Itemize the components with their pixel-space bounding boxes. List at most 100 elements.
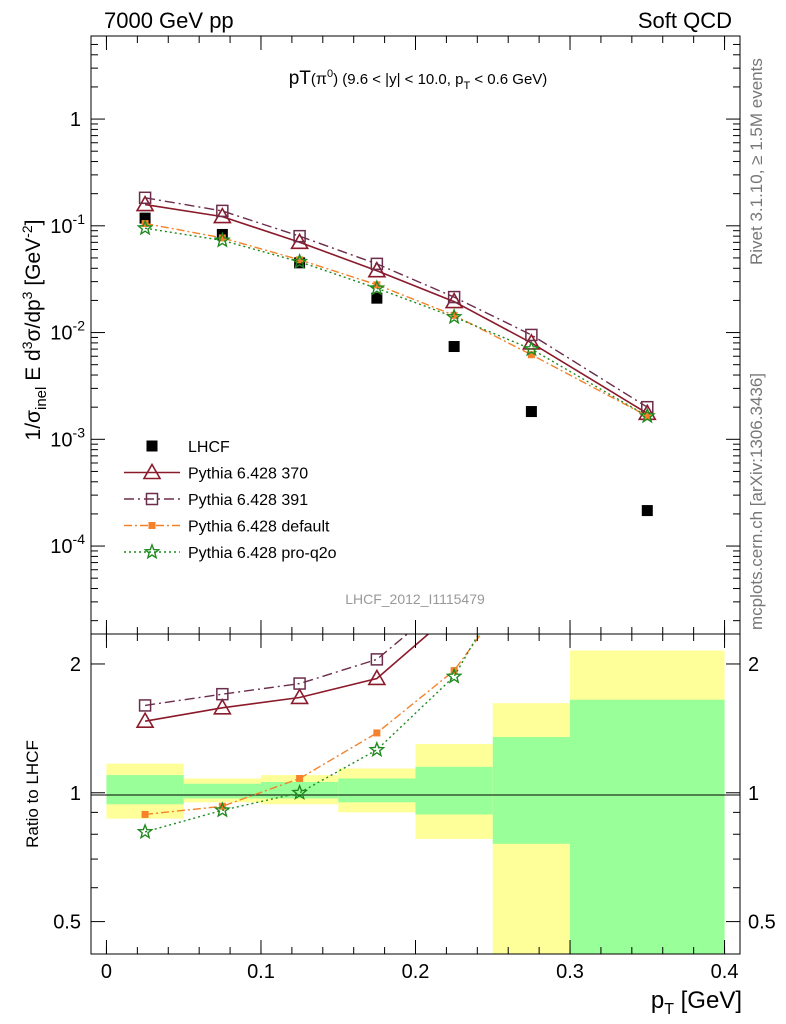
uncertainty-band-stat (338, 778, 416, 803)
series-line (144, 197, 648, 408)
data-point (522, 340, 540, 357)
legend-label: Pythia 6.428 391 (188, 492, 308, 509)
ratio-point (213, 801, 231, 818)
legend-item: Pythia 6.428 370 (124, 462, 308, 483)
data-point (216, 204, 229, 218)
ratio-panel: 0.5 0.5 1 1 2 2 0 0.1 0.2 0.3 0.4 Ratio to LHCF pT… (23, 633, 776, 1018)
uncertainty-band-stat (492, 737, 571, 844)
main-ytick-label: 10-3 (50, 424, 85, 451)
title-sup: 0 (327, 68, 333, 80)
ratio-line (144, 634, 430, 722)
data-point (373, 281, 381, 289)
legend-label: Pythia 6.428 370 (188, 466, 308, 483)
ratio-ytick-label: 2 (70, 654, 81, 676)
data-point (448, 341, 460, 353)
ratio-xtick-label: 0.3 (556, 961, 584, 983)
ratio-ytick-label: 0.5 (53, 912, 81, 934)
legend-label: Pythia 6.428 default (188, 519, 330, 536)
data-point (450, 311, 458, 319)
ratio-point (290, 687, 309, 705)
main-ylabel: 1/σinel E d3σ/dp3 [GeV-2] (19, 220, 50, 441)
main-panel: 1 10-1 10-2 10-3 10-4 pT(π0) (9.6 < |y| < 10… (19, 35, 741, 635)
ratio-point (212, 698, 232, 715)
ratio-xtick-label: 0.2 (402, 961, 430, 983)
data-point (136, 219, 154, 236)
ratio-ytick-label-right: 2 (748, 654, 759, 676)
ratio-series-pythia-6-428-pro-q2o (136, 634, 480, 840)
ratio-xlabel: pT [GeV] (651, 987, 742, 1018)
data-point (293, 229, 306, 243)
legend-item: LHCF (146, 439, 230, 456)
series-pythia-6-428-pro-q2o (136, 219, 656, 424)
ylabel-sub: inel (33, 387, 50, 410)
header-right: Soft QCD (638, 8, 732, 33)
ylabel-mid: σ/dp (22, 299, 45, 341)
uncertainty-band-stat (570, 699, 725, 954)
data-point (139, 212, 151, 224)
legend-marker (146, 440, 158, 452)
series-pythia-6-428-default (141, 220, 651, 420)
title-sub: T (463, 80, 470, 92)
main-ytick-label: 10-1 (50, 211, 85, 238)
ratio-point (135, 711, 155, 728)
ratio-point (136, 822, 154, 840)
legend-label: Pythia 6.428 pro-q2o (188, 545, 337, 562)
ratio-point (296, 774, 304, 782)
ylabel-end: ] (22, 220, 45, 226)
header-left: 7000 GeV pp (104, 8, 234, 33)
legend-item: Pythia 6.428 default (124, 519, 330, 536)
data-point (445, 308, 463, 325)
ratio-point (216, 687, 229, 701)
ratio-series-pythia-6-428-370 (135, 634, 430, 728)
data-point (291, 252, 309, 270)
data-point (296, 256, 304, 264)
ratio-point (218, 802, 226, 810)
series-pythia-6-428-391 (138, 191, 654, 414)
main-title: pT(π0) (9.6 < |y| < 10.0, pT < 0.6 GeV) (289, 68, 548, 92)
mcplots-label: mcplots.cern.ch [arXiv:1306.3436] (747, 373, 766, 630)
data-point (138, 191, 152, 205)
data-point (370, 257, 384, 271)
ratio-line (144, 634, 480, 833)
ratio-point (368, 740, 386, 758)
ratio-ytick-label-right: 0.5 (748, 912, 776, 934)
ylabel-sup1: 3 (19, 341, 35, 349)
data-point (218, 234, 226, 242)
data-point (638, 407, 656, 424)
legend-item: Pythia 6.428 pro-q2o (124, 543, 337, 562)
ratio-point (445, 667, 463, 684)
ratio-point (370, 653, 384, 666)
series-line (144, 222, 648, 417)
ylabel-main: E d (22, 349, 45, 381)
ratio-point (293, 677, 306, 690)
uncertainty-band-stat (183, 783, 261, 799)
ratio-point (291, 783, 309, 801)
series-pythia-6-428-370 (135, 194, 657, 421)
ratio-ylabel: Ratio to LHCF (23, 740, 42, 848)
ylabel-unit: [GeV (22, 238, 45, 286)
data-point (371, 292, 383, 304)
legend-marker (145, 492, 159, 506)
main-ytick-label: 10-2 (50, 318, 85, 345)
main-ytick-label: 1 (70, 109, 81, 131)
data-point (525, 406, 537, 418)
xlabel-unit: [GeV] (681, 987, 742, 1014)
title-main: pT (289, 68, 312, 89)
data-point (368, 279, 386, 296)
title-particle: π (316, 71, 327, 88)
ratio-point (141, 810, 149, 818)
legend: LHCF Pythia 6.428 370 Pythia 6.428 391 Pyth… (124, 439, 337, 562)
data-point (643, 412, 651, 420)
xlabel-p: p (651, 987, 664, 1014)
rivet-label: Rivet 3.1.10, ≥ 1.5M events (747, 58, 766, 265)
title-open: ( (311, 71, 316, 88)
series-line (144, 227, 648, 417)
ratio-series-pythia-6-428-391 (138, 634, 409, 712)
ratio-xtick-label: 0.1 (247, 961, 275, 983)
ylabel-unit-sup: -2 (19, 225, 35, 238)
ratio-ytick-label-right: 1 (748, 783, 759, 805)
data-point (213, 231, 231, 248)
data-point (212, 206, 232, 224)
legend-label: LHCF (188, 439, 230, 456)
legend-item: Pythia 6.428 391 (124, 492, 308, 509)
